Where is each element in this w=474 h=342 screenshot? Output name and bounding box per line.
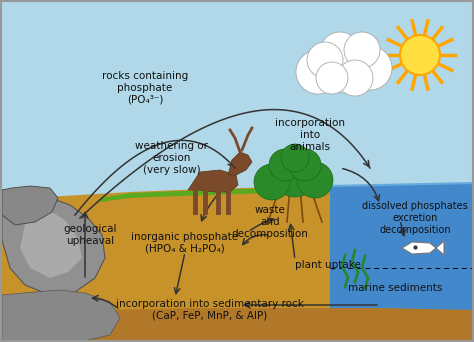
Circle shape bbox=[317, 37, 373, 93]
Polygon shape bbox=[0, 308, 474, 342]
Circle shape bbox=[254, 164, 290, 200]
Text: geological
upheaval: geological upheaval bbox=[63, 224, 117, 246]
Text: waste
and
decomposition: waste and decomposition bbox=[232, 206, 309, 239]
Text: weathering or
erosion
(very slow): weathering or erosion (very slow) bbox=[136, 141, 209, 175]
Text: rocks containing
phosphate
(PO₄³⁻): rocks containing phosphate (PO₄³⁻) bbox=[102, 71, 188, 105]
Circle shape bbox=[316, 62, 348, 94]
Circle shape bbox=[344, 32, 380, 68]
Circle shape bbox=[348, 46, 392, 90]
Circle shape bbox=[269, 149, 301, 181]
Circle shape bbox=[296, 50, 340, 94]
Polygon shape bbox=[188, 170, 238, 192]
Circle shape bbox=[281, 144, 309, 172]
Circle shape bbox=[337, 60, 373, 96]
Text: incorporation
into
animals: incorporation into animals bbox=[275, 118, 345, 152]
Polygon shape bbox=[228, 152, 252, 175]
Circle shape bbox=[297, 162, 333, 198]
Circle shape bbox=[400, 35, 440, 75]
Polygon shape bbox=[402, 242, 436, 254]
Polygon shape bbox=[2, 186, 58, 225]
Text: plant uptake: plant uptake bbox=[295, 260, 361, 270]
Text: inorganic phosphate
(HPO₄ & H₂PO₄): inorganic phosphate (HPO₄ & H₂PO₄) bbox=[131, 232, 238, 254]
Polygon shape bbox=[436, 241, 444, 255]
Polygon shape bbox=[100, 186, 340, 202]
Polygon shape bbox=[0, 186, 340, 342]
Circle shape bbox=[289, 149, 321, 181]
Circle shape bbox=[307, 42, 343, 78]
Text: incorporation into sedimentary rock
(CaP, FeP, MnP, & AlP): incorporation into sedimentary rock (CaP… bbox=[116, 299, 304, 321]
Circle shape bbox=[273, 153, 317, 197]
Polygon shape bbox=[2, 190, 105, 295]
Polygon shape bbox=[2, 290, 120, 342]
Text: marine sediments: marine sediments bbox=[348, 283, 442, 293]
Polygon shape bbox=[330, 183, 474, 342]
Circle shape bbox=[320, 32, 360, 72]
Text: dissolved phosphates
excretion
decomposition: dissolved phosphates excretion decomposi… bbox=[362, 201, 468, 235]
Polygon shape bbox=[15, 205, 82, 278]
